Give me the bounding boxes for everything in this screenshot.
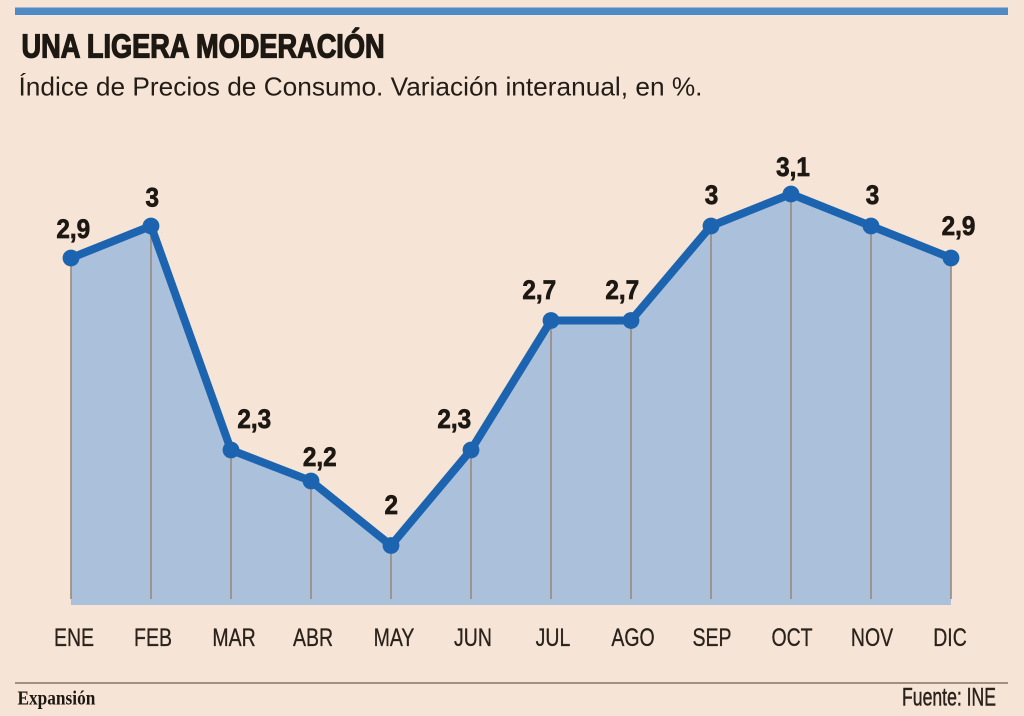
svg-text:3: 3 <box>866 181 880 210</box>
svg-text:2,2: 2,2 <box>303 443 337 472</box>
svg-text:ENE: ENE <box>54 624 94 652</box>
svg-text:Fuente: INE: Fuente: INE <box>902 682 996 711</box>
svg-text:JUL: JUL <box>536 624 571 652</box>
svg-text:2: 2 <box>384 491 398 520</box>
svg-text:2,9: 2,9 <box>942 212 976 241</box>
svg-text:Índice de Precios de Consumo.: Índice de Precios de Consumo. Variación … <box>19 72 703 102</box>
svg-text:2,7: 2,7 <box>605 276 639 305</box>
svg-text:Expansión: Expansión <box>18 687 96 709</box>
svg-text:3,1: 3,1 <box>776 153 810 182</box>
svg-text:3: 3 <box>146 183 160 212</box>
svg-text:ABR: ABR <box>293 624 333 652</box>
svg-text:2,9: 2,9 <box>56 215 90 244</box>
svg-text:JUN: JUN <box>454 624 492 652</box>
svg-text:NOV: NOV <box>851 624 893 652</box>
svg-text:2,7: 2,7 <box>522 276 556 305</box>
svg-text:MAY: MAY <box>374 624 415 652</box>
svg-text:2,3: 2,3 <box>237 405 271 434</box>
svg-text:2,3: 2,3 <box>437 405 471 434</box>
svg-text:AGO: AGO <box>611 624 654 652</box>
svg-text:OCT: OCT <box>771 624 812 652</box>
svg-text:SEP: SEP <box>692 624 731 652</box>
svg-text:MAR: MAR <box>212 624 255 652</box>
svg-text:FEB: FEB <box>134 624 172 652</box>
svg-text:3: 3 <box>705 181 719 210</box>
svg-text:DIC: DIC <box>933 624 967 652</box>
svg-text:UNA LIGERA MODERACIÓN: UNA LIGERA MODERACIÓN <box>22 28 385 65</box>
